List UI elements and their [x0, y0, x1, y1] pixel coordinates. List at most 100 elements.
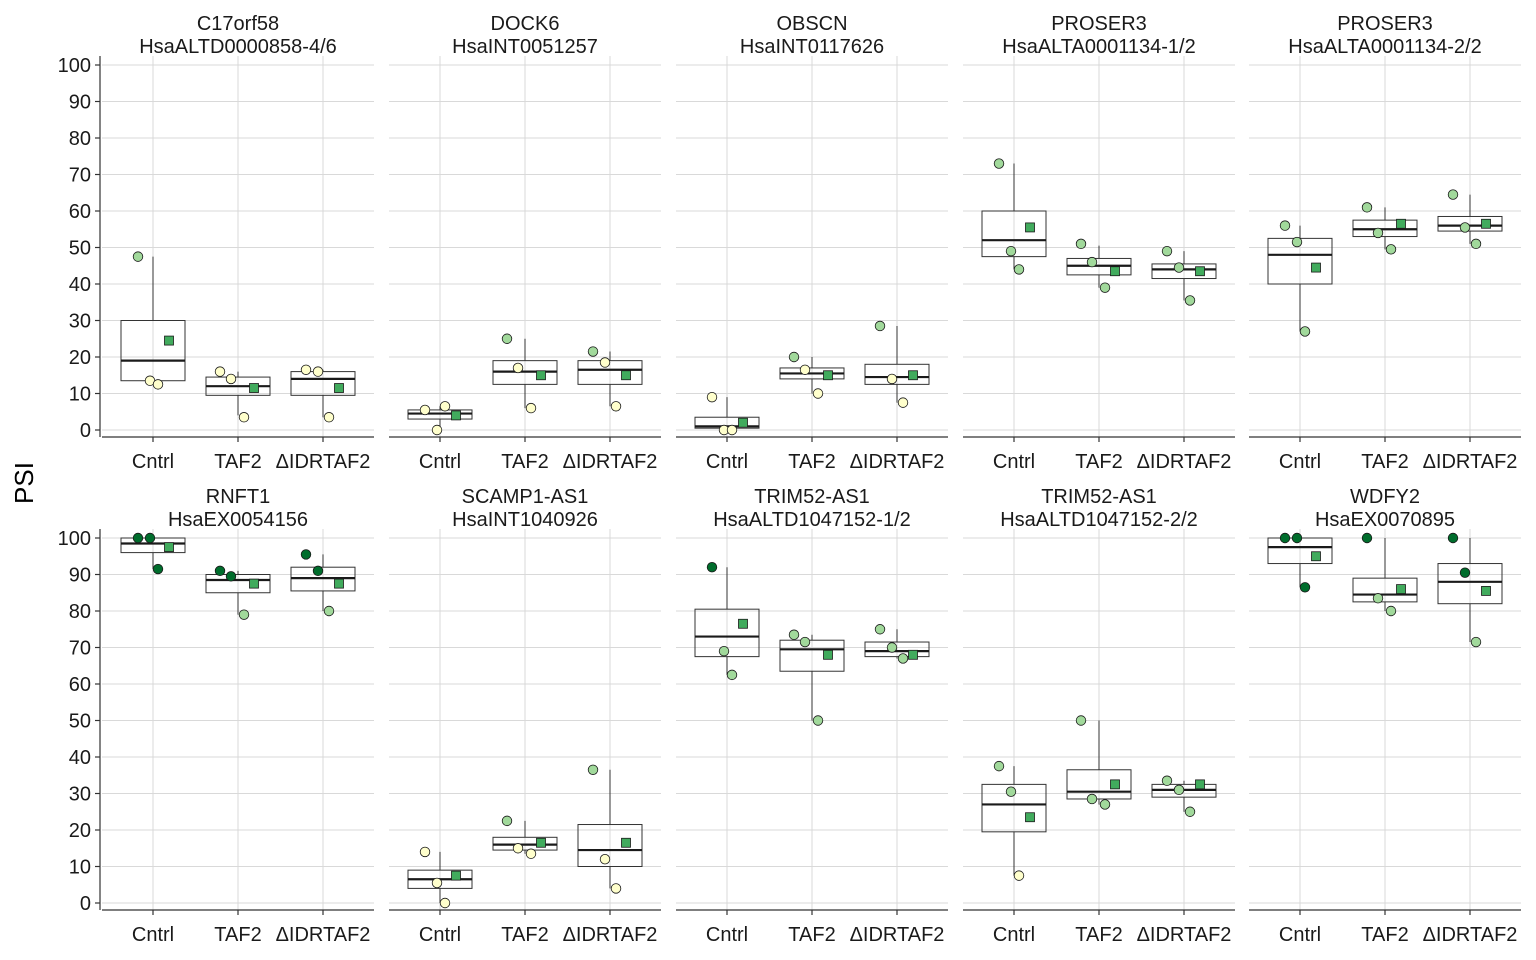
box-group — [1066, 715, 1132, 810]
x-tick-label: TAF2 — [788, 924, 835, 946]
mean-marker — [823, 649, 833, 660]
data-point — [874, 624, 886, 635]
box-iqr — [1437, 563, 1503, 605]
mean-marker — [334, 383, 344, 393]
box-group — [577, 346, 643, 412]
box-iqr — [577, 824, 643, 868]
box-iqr — [577, 360, 643, 385]
data-point — [718, 645, 730, 657]
y-tick-label: 60 — [69, 201, 91, 223]
data-point — [312, 366, 324, 377]
data-point — [1372, 227, 1384, 239]
data-point — [726, 424, 738, 436]
x-tick-label: Cntrl — [419, 924, 461, 946]
data-point — [726, 669, 738, 681]
x-tick-label: ΔIDRTAF2 — [1137, 451, 1232, 473]
box-group — [864, 320, 930, 408]
data-point — [1173, 262, 1185, 273]
facet-gene-label: RNFT1 — [206, 486, 270, 508]
mean-marker — [249, 383, 259, 393]
data-point — [1291, 236, 1303, 248]
y-tick-label: 70 — [69, 638, 91, 660]
mean-marker — [1195, 779, 1205, 790]
data-point — [1279, 220, 1291, 231]
data-point — [993, 760, 1005, 772]
data-point — [1447, 532, 1459, 544]
data-point — [1385, 244, 1397, 255]
data-point — [1299, 326, 1311, 337]
y-tick-label: 0 — [80, 893, 91, 915]
box-iqr — [694, 608, 760, 658]
data-point — [1385, 605, 1397, 617]
x-tick-label: ΔIDRTAF2 — [563, 924, 658, 946]
y-tick-label: 100 — [58, 55, 91, 77]
data-point — [812, 388, 824, 399]
data-point — [610, 883, 622, 894]
x-tick-label: Cntrl — [132, 451, 174, 473]
facet-event-label: HsaALTD1047152-1/2 — [713, 509, 911, 531]
mean-marker — [164, 335, 174, 346]
mean-marker — [1110, 779, 1120, 790]
x-tick-label: Cntrl — [706, 924, 748, 946]
y-tick-label: 80 — [69, 601, 91, 623]
data-point — [1086, 256, 1098, 268]
box-group — [1267, 220, 1333, 337]
data-point — [897, 397, 909, 408]
box-group — [1267, 532, 1333, 593]
x-tick-label: ΔIDRTAF2 — [850, 451, 945, 473]
box-iqr — [205, 574, 271, 594]
x-tick-label: ΔIDRTAF2 — [276, 451, 371, 473]
data-point — [214, 366, 226, 377]
x-tick-label: ΔIDRTAF2 — [850, 924, 945, 946]
facet-gene-label: SCAMP1-AS1 — [462, 486, 589, 508]
data-point — [300, 364, 312, 375]
box-group — [981, 760, 1047, 881]
x-tick-label: TAF2 — [1075, 924, 1122, 946]
data-point — [1299, 582, 1311, 593]
data-point — [431, 424, 443, 436]
data-point — [152, 563, 164, 575]
data-point — [799, 636, 811, 648]
box-group — [981, 158, 1047, 275]
y-tick-label: 0 — [80, 420, 91, 442]
data-point — [1279, 532, 1291, 544]
box-iqr — [1066, 769, 1132, 800]
x-tick-label: TAF2 — [1361, 451, 1408, 473]
data-point — [1470, 238, 1482, 250]
data-point — [799, 364, 811, 375]
data-point — [1372, 593, 1384, 604]
x-tick-label: Cntrl — [1279, 924, 1321, 946]
facet-gene-label: DOCK6 — [491, 13, 560, 35]
box-group — [1151, 245, 1217, 306]
box-iqr — [1352, 577, 1418, 603]
facet-gene-label: PROSER3 — [1051, 13, 1147, 35]
y-tick-label: 30 — [69, 311, 91, 333]
data-point — [1013, 264, 1025, 275]
data-point — [312, 565, 324, 577]
x-tick-label: ΔIDRTAF2 — [1423, 451, 1518, 473]
box-group — [290, 364, 356, 423]
mean-marker — [164, 542, 174, 553]
facet-gene-label: TRIM52-AS1 — [754, 486, 870, 508]
y-tick-label: 40 — [69, 747, 91, 769]
box-group — [1151, 775, 1217, 817]
data-point — [152, 379, 164, 390]
mean-marker — [451, 870, 461, 881]
data-point — [993, 158, 1005, 169]
facet-event-label: HsaINT1040926 — [452, 509, 598, 531]
data-point — [587, 764, 599, 775]
box-group — [120, 532, 186, 575]
y-tick-label: 90 — [69, 92, 91, 114]
data-point — [1447, 189, 1459, 200]
data-point — [788, 629, 800, 640]
box-group — [779, 351, 845, 399]
box-group — [694, 562, 760, 681]
y-tick-label: 100 — [58, 528, 91, 550]
box-group — [577, 764, 643, 894]
box-iqr — [864, 363, 930, 385]
facet-gene-label: TRIM52-AS1 — [1041, 486, 1157, 508]
data-point — [1013, 870, 1025, 881]
data-point — [874, 320, 886, 332]
